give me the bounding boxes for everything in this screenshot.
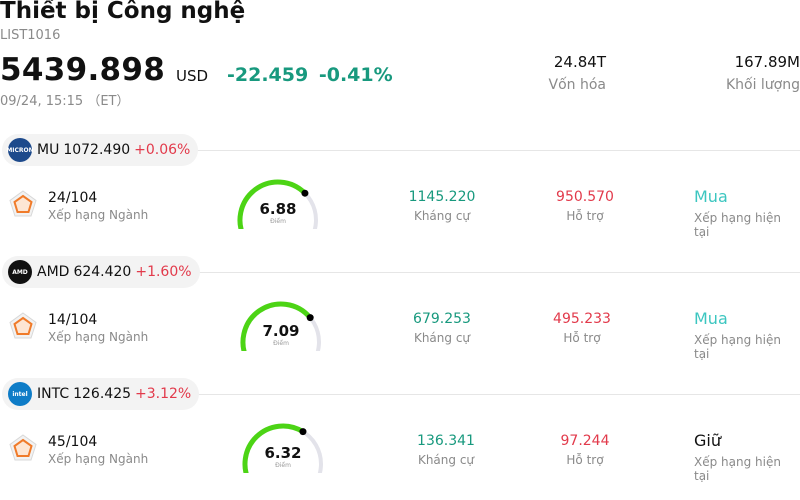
stock-pill[interactable]: intel INTC 126.425 +3.12% (2, 378, 200, 410)
stock-price: 126.425 (73, 386, 132, 402)
industry-rank-label: Xếp hạng Ngành (48, 330, 149, 344)
score-gauge (242, 423, 323, 473)
score-label: Điểm (270, 218, 286, 225)
market-cap-label: Vốn hóa (548, 77, 606, 93)
row-divider (196, 394, 800, 395)
stock-symbol: INTC (37, 386, 70, 402)
stock-change-pct: +0.06% (134, 142, 191, 158)
resistance-value: 1145.220 (408, 189, 476, 205)
page-title: Thiết bị Công nghệ (0, 0, 246, 24)
score-value: 6.88 (259, 200, 297, 218)
support-label: Hỗ trợ (566, 209, 604, 223)
stock-change-pct: +3.12% (135, 386, 192, 402)
stock-row[interactable]: MICRON MU 1072.490 +0.06% 24/104 Xếp hạn… (0, 134, 800, 256)
industry-rank-label: Xếp hạng Ngành (48, 208, 149, 222)
market-cap-value: 24.84T (553, 53, 606, 71)
current-rating: Mua (694, 187, 728, 206)
company-logo-icon: AMD (8, 260, 32, 284)
support-label: Hỗ trợ (566, 453, 604, 467)
support-value: 950.570 (556, 189, 614, 205)
current-rating-label: Xếp hạng hiện tại (694, 211, 781, 239)
current-rating: Giữ (694, 431, 721, 450)
stock-pill[interactable]: AMD AMD 624.420 +1.60% (2, 256, 200, 288)
gauge-marker (301, 189, 309, 197)
index-change-pct: -0.41% (318, 64, 393, 86)
company-logo-icon: intel (8, 382, 32, 406)
support-value: 97.244 (560, 433, 610, 449)
score-gauge (237, 179, 318, 229)
industry-rank-value: 24/104 (48, 190, 98, 206)
pentagon-rank-icon (9, 434, 37, 461)
index-change-value: -22.459 (227, 64, 309, 86)
gauge-fill (237, 179, 308, 229)
gauge-marker (306, 314, 314, 322)
row-divider (196, 272, 800, 273)
score-label: Điểm (275, 462, 291, 469)
resistance-label: Kháng cự (413, 331, 471, 345)
stock-row[interactable]: AMD AMD 624.420 +1.60% 14/104 Xếp hạng N… (0, 256, 800, 378)
resistance-label: Kháng cự (417, 453, 475, 467)
list-code: LIST1016 (0, 28, 61, 43)
timestamp: 09/24, 15:15 （ET） (0, 94, 130, 109)
row-divider (196, 150, 800, 151)
gauge-fill (242, 423, 306, 473)
stock-symbol: MU (37, 142, 60, 158)
gauge-fill (240, 301, 313, 351)
stock-change-pct: +1.60% (135, 264, 192, 280)
stock-price: 1072.490 (63, 142, 131, 158)
resistance-label: Kháng cự (413, 209, 471, 223)
stock-symbol: AMD (37, 264, 70, 280)
current-rating-label: Xếp hạng hiện tại (694, 333, 781, 361)
resistance-value: 679.253 (413, 311, 471, 327)
industry-rank-label: Xếp hạng Ngành (48, 452, 149, 466)
index-change: -22.459 -0.41% (227, 64, 393, 86)
score-label: Điểm (273, 340, 289, 347)
stock-pill[interactable]: MICRON MU 1072.490 +0.06% (2, 134, 199, 166)
current-rating: Mua (694, 309, 728, 328)
index-price: 5439.898 (0, 52, 166, 88)
support-value: 495.233 (553, 311, 611, 327)
volume-label: Khối lượng (725, 77, 800, 93)
company-logo-icon: MICRON (6, 138, 34, 162)
support-label: Hỗ trợ (563, 331, 601, 345)
gauge-marker (299, 428, 307, 436)
pentagon-rank-icon (9, 312, 37, 339)
score-value: 7.09 (262, 322, 300, 340)
current-rating-label: Xếp hạng hiện tại (694, 455, 781, 483)
resistance-value: 136.341 (417, 433, 475, 449)
score-gauge (240, 301, 321, 351)
score-value: 6.32 (264, 444, 302, 462)
stock-row[interactable]: intel INTC 126.425 +3.12% 45/104 Xếp hạn… (0, 378, 800, 500)
industry-rank-value: 14/104 (48, 312, 98, 328)
currency-label: USD (176, 67, 209, 85)
volume-value: 167.89M (734, 53, 800, 71)
stock-price: 624.420 (73, 264, 132, 280)
industry-rank-value: 45/104 (48, 434, 98, 450)
pentagon-rank-icon (9, 190, 37, 217)
